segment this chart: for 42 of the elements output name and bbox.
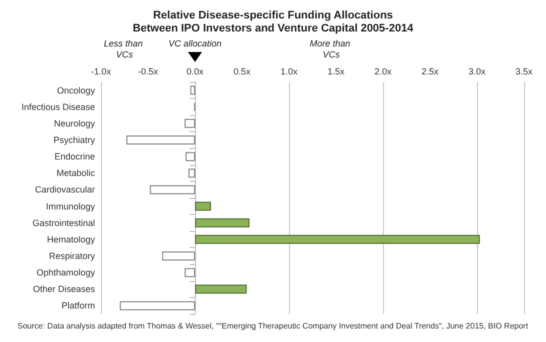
bar (195, 218, 250, 228)
bar (126, 136, 195, 144)
x-tick-label: 1.0x (280, 66, 298, 76)
bar (186, 152, 195, 162)
x-tick-label: -1.0x (90, 66, 112, 76)
bar (184, 118, 195, 128)
x-tick-label: 1.5x (327, 66, 346, 76)
chart-title: Relative Disease-specific Funding Allocations Between IPO Investors and Venture Capital 2005-2014 (132, 10, 414, 34)
y-tick-label: Psychiatry (53, 135, 96, 145)
y-tick-label: Respiratory (48, 251, 96, 261)
y-tick-label: Gastrointestinal (32, 218, 95, 228)
bar (190, 86, 195, 95)
y-tick-label: Neurology (54, 118, 96, 128)
bar (162, 252, 195, 260)
y-tick-label: Platform (61, 300, 95, 311)
text: VC allocation (168, 38, 222, 48)
y-tick-label: Hematology (46, 234, 96, 244)
source-note: Source: Data analysis adapted from Thomas & Wessel, ""Emerging Therapeutic Company Investment and Deal Trends", June 2015, BIO Report (18, 322, 529, 330)
x-tick-label: 2.5x (421, 66, 440, 76)
y-tick-label: Endocrine (54, 152, 95, 162)
y-tick-label: Immunology (46, 201, 96, 212)
bar (188, 168, 195, 178)
y-tick-label: Other Diseases (32, 284, 96, 294)
x-tick-label: 3.5x (515, 66, 534, 76)
bar (195, 234, 480, 244)
y-tick-label: Oncology (56, 85, 96, 96)
y-tick-label: Cardiovascular (34, 184, 95, 195)
bar (184, 268, 195, 278)
x-tick-label: 0.0x (186, 66, 204, 76)
x-tick-label: 2.0x (374, 66, 392, 76)
y-tick-label: Metabolic (56, 168, 96, 178)
x-tick-label: -0.5x (138, 66, 158, 76)
y-tick-label: Infectious Disease (21, 102, 95, 112)
x-tick-label: 3.0x (468, 66, 486, 76)
bar (150, 185, 195, 194)
y-tick-label: Ophthamology (36, 268, 96, 278)
bar (120, 301, 195, 310)
text: More than VCs (310, 38, 353, 60)
x-tick-label: 0.5x (233, 66, 252, 76)
bar (195, 202, 211, 211)
text: Less than VCs (104, 38, 146, 60)
bar (195, 284, 247, 294)
